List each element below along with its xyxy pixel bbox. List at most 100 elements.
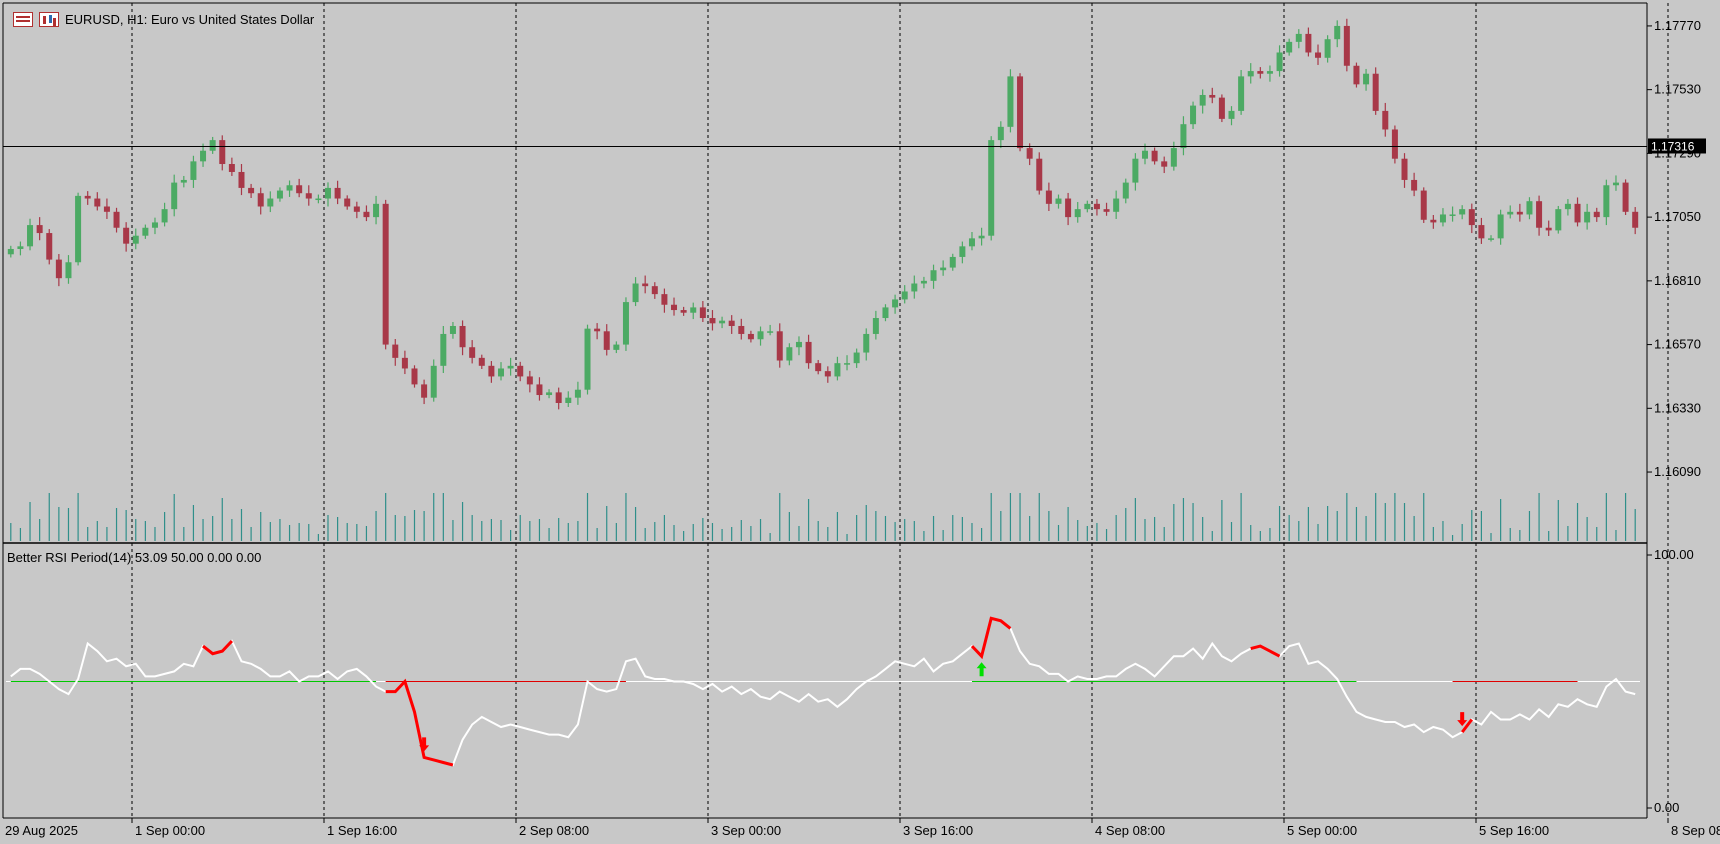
candle-body (1295, 33, 1302, 42)
candle-body (267, 198, 274, 207)
time-axis-label: 5 Sep 00:00 (1287, 823, 1357, 838)
candle-body (738, 325, 745, 334)
grid-layout-icon[interactable] (13, 11, 33, 27)
current-price-label: 1.17316 (1651, 139, 1695, 153)
candle-body (940, 267, 947, 271)
candle-body (901, 291, 908, 300)
time-axis-label: 2 Sep 08:00 (519, 823, 589, 838)
candle-body (651, 286, 658, 295)
candle-body (834, 363, 841, 377)
candle-body (1420, 190, 1427, 220)
candle-body (1266, 71, 1273, 74)
candle-body (401, 357, 408, 369)
candle-body (1026, 148, 1033, 159)
candle-body (257, 193, 264, 207)
candle-body (84, 195, 91, 199)
candle-body (161, 209, 168, 223)
candle-body (1363, 73, 1370, 85)
time-axis-label: 29 Aug 2025 (5, 823, 78, 838)
candle-body (1372, 73, 1379, 111)
candle-body (1103, 209, 1110, 212)
candle-body (795, 341, 802, 348)
candle-body (1574, 203, 1581, 223)
rsi-highlight-segment (202, 639, 233, 656)
time-axis-label: 4 Sep 08:00 (1095, 823, 1165, 838)
candle-body (546, 392, 553, 396)
candle-body (968, 238, 975, 247)
candle-body (872, 318, 879, 334)
candle-body (449, 325, 456, 334)
candle-body (1622, 182, 1629, 212)
candle-body (7, 248, 14, 255)
rsi-indicator (6, 616, 1640, 767)
rsi-axis-ticks: 100.00 0.00 (1647, 547, 1694, 815)
candle-body (1199, 94, 1206, 106)
arrow-down-icon (419, 737, 430, 752)
candle-body (305, 193, 312, 199)
candle-body (1343, 25, 1350, 66)
candle-body (94, 198, 101, 207)
candle-body (488, 365, 495, 377)
price-tick-label: 1.16090 (1654, 464, 1701, 479)
candle-body (747, 333, 754, 340)
chart-title-bar: EURUSD, H1: Euro vs United States Dollar (13, 10, 314, 28)
candle-body (1257, 71, 1264, 74)
candle-body (930, 270, 937, 281)
candle-body (276, 190, 283, 199)
candle-body (699, 307, 706, 319)
time-axis-labels: 29 Aug 2025 1 Sep 00:00 1 Sep 16:00 2 Sep 0… (5, 818, 1720, 838)
candle-body (1190, 105, 1197, 125)
candle-body (690, 307, 697, 313)
candle-body (190, 161, 197, 180)
indicator-label: Better RSI Period(14) 53.09 50.00 0.00 0… (7, 550, 262, 565)
bar-chart-icon[interactable] (39, 11, 59, 27)
candle-body (440, 333, 447, 366)
candle-body (844, 363, 851, 365)
candle-body (1113, 198, 1120, 212)
candle-body (1305, 33, 1312, 53)
candle-body (949, 256, 956, 268)
candle-body (565, 397, 572, 403)
candle-body (767, 331, 774, 333)
candle-body (1247, 71, 1254, 77)
candle-body (728, 320, 735, 326)
candle-body (1401, 158, 1408, 180)
candle-body (46, 233, 53, 260)
candle-body (642, 283, 649, 287)
candle-body (622, 302, 629, 345)
candle-body (671, 304, 678, 311)
candle-body (180, 179, 187, 183)
candle-body (594, 328, 601, 332)
candle-body (1055, 198, 1062, 204)
rsi-highlight-segment (970, 616, 1012, 660)
candle-body (324, 187, 331, 199)
candle-body (1439, 214, 1446, 223)
price-tick-label: 1.17770 (1654, 18, 1701, 33)
candle-body (1122, 182, 1129, 199)
candle-body (1526, 201, 1533, 215)
candle-body (75, 195, 82, 263)
candle-body (1132, 158, 1139, 183)
candle-body (469, 347, 476, 358)
candle-body (1612, 182, 1619, 186)
candle-body (421, 384, 428, 398)
candle-body (613, 344, 620, 350)
candle-body (1584, 211, 1591, 223)
candle-body (1151, 150, 1158, 162)
candle-body (1228, 110, 1235, 119)
candle-body (1007, 76, 1014, 127)
candle-body (959, 246, 966, 257)
candle-body (680, 310, 687, 313)
candle-body (142, 227, 149, 236)
candle-body (1603, 185, 1610, 218)
candle-body (65, 262, 72, 279)
price-tick-label: 1.17530 (1654, 82, 1701, 97)
candle-body (344, 198, 351, 207)
candle-body (536, 384, 543, 396)
candle-body (132, 235, 139, 244)
candle-body (1324, 39, 1331, 58)
candle-body (430, 365, 437, 398)
